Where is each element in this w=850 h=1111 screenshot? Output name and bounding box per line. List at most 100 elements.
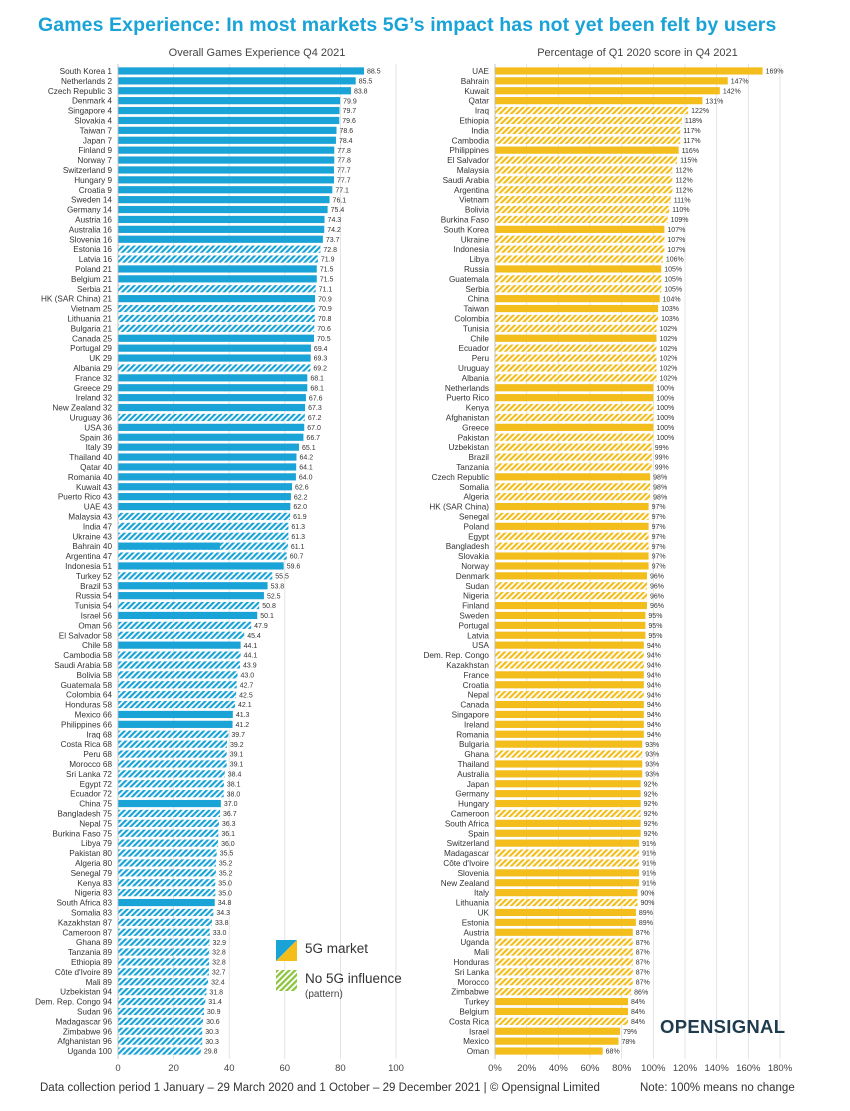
legend-sublabel: (pattern) bbox=[305, 989, 343, 1000]
bar bbox=[495, 938, 633, 946]
bar bbox=[495, 215, 668, 224]
x-tick-label: 20 bbox=[168, 1063, 179, 1074]
bar bbox=[495, 631, 646, 639]
category-label: Mexico bbox=[463, 1037, 489, 1046]
category-label: Kenya bbox=[466, 404, 490, 413]
value-label: 31.4 bbox=[208, 999, 222, 1006]
x-tick-label: 60% bbox=[580, 1063, 600, 1074]
bar bbox=[495, 483, 651, 491]
category-label: Philippines bbox=[449, 146, 489, 155]
legend-item-no-5g: No 5G influence (pattern) bbox=[276, 970, 402, 1000]
value-label: 111% bbox=[674, 197, 691, 204]
bar bbox=[118, 285, 316, 293]
value-label: 77.1 bbox=[335, 187, 349, 194]
category-label: France bbox=[464, 671, 490, 680]
value-label: 112% bbox=[675, 177, 692, 184]
category-label: Canada 25 bbox=[72, 334, 113, 343]
x-tick-label: 0 bbox=[115, 1063, 120, 1074]
category-label: Sweden bbox=[459, 611, 489, 620]
bar bbox=[118, 740, 227, 748]
value-label: 70.6 bbox=[317, 326, 331, 333]
bar bbox=[495, 97, 703, 105]
bar bbox=[495, 542, 649, 550]
value-label: 96% bbox=[650, 603, 664, 610]
bar bbox=[118, 324, 315, 332]
value-label: 94% bbox=[647, 653, 661, 660]
bar bbox=[495, 948, 633, 956]
value-label: 50.1 bbox=[260, 613, 274, 620]
category-label: France 32 bbox=[75, 374, 112, 383]
category-label: Ethiopia 89 bbox=[71, 958, 112, 967]
category-label: Belgium 21 bbox=[71, 275, 112, 284]
category-label: Algeria 80 bbox=[75, 859, 112, 868]
category-label: Russia 54 bbox=[76, 592, 113, 601]
bar bbox=[495, 839, 640, 847]
bar bbox=[495, 601, 647, 610]
bar bbox=[495, 780, 641, 788]
bar bbox=[495, 87, 720, 95]
bar bbox=[118, 1037, 203, 1045]
bar bbox=[495, 770, 643, 778]
legend-swatch-5g bbox=[276, 940, 297, 961]
value-label: 92% bbox=[644, 831, 658, 838]
value-label: 69.2 bbox=[313, 366, 327, 373]
category-label: Uganda 100 bbox=[67, 1047, 112, 1056]
bar bbox=[495, 433, 654, 441]
value-label: 69.4 bbox=[314, 346, 328, 353]
bar bbox=[118, 295, 316, 303]
bar bbox=[118, 898, 215, 907]
category-label: South Africa bbox=[445, 819, 490, 828]
x-tick-label: 40 bbox=[224, 1063, 235, 1074]
value-label: 103% bbox=[661, 316, 679, 323]
bar bbox=[118, 87, 351, 95]
bar bbox=[118, 809, 221, 818]
bar bbox=[118, 1027, 203, 1035]
legend-label-no-5g: No 5G influence bbox=[305, 971, 402, 986]
category-label: Cambodia bbox=[452, 136, 490, 145]
bar bbox=[118, 621, 252, 629]
value-label: 36.0 bbox=[221, 841, 235, 848]
bar bbox=[118, 760, 227, 768]
value-label: 87% bbox=[636, 940, 650, 947]
category-label: Côte d'Ivoire 89 bbox=[55, 968, 113, 977]
value-label: 71.5 bbox=[320, 267, 334, 274]
category-label: Costa Rica 68 bbox=[61, 740, 113, 749]
category-label: Taiwan bbox=[464, 305, 490, 314]
bar bbox=[495, 275, 662, 283]
value-label: 94% bbox=[647, 682, 661, 689]
category-label: Slovenia bbox=[458, 869, 490, 878]
bar bbox=[495, 126, 681, 134]
category-label: Japan bbox=[467, 780, 490, 789]
value-label: 41.2 bbox=[236, 722, 250, 729]
value-label: 36.7 bbox=[223, 811, 237, 818]
value-label: 102% bbox=[660, 375, 678, 382]
value-label: 107% bbox=[667, 237, 685, 244]
value-label: 100% bbox=[656, 415, 674, 422]
bar bbox=[495, 1017, 628, 1025]
category-label: South Africa 83 bbox=[56, 899, 112, 908]
category-label: UK 29 bbox=[89, 354, 112, 363]
value-label: 96% bbox=[650, 593, 664, 600]
value-label: 39.1 bbox=[230, 762, 244, 769]
value-label: 38.0 bbox=[227, 791, 241, 798]
value-label: 79% bbox=[623, 1029, 637, 1036]
value-label: 79.6 bbox=[342, 118, 356, 125]
category-label: Kuwait bbox=[464, 87, 489, 96]
category-label: Senegal 79 bbox=[71, 869, 113, 878]
category-label: Brazil 53 bbox=[80, 582, 112, 591]
value-label: 61.9 bbox=[293, 514, 307, 521]
value-label: 41.3 bbox=[236, 712, 250, 719]
bar bbox=[495, 661, 644, 669]
bar bbox=[495, 205, 670, 214]
value-label: 105% bbox=[664, 276, 682, 283]
value-label: 43.0 bbox=[241, 672, 255, 679]
value-label: 79.9 bbox=[343, 98, 357, 105]
bar bbox=[118, 661, 241, 669]
category-label: Senegal bbox=[459, 512, 489, 521]
value-label: 97% bbox=[652, 544, 666, 551]
value-label: 97% bbox=[652, 554, 666, 561]
category-label: Greece bbox=[462, 423, 489, 432]
value-label: 61.3 bbox=[291, 534, 305, 541]
bar bbox=[118, 176, 335, 184]
bar bbox=[495, 611, 646, 620]
